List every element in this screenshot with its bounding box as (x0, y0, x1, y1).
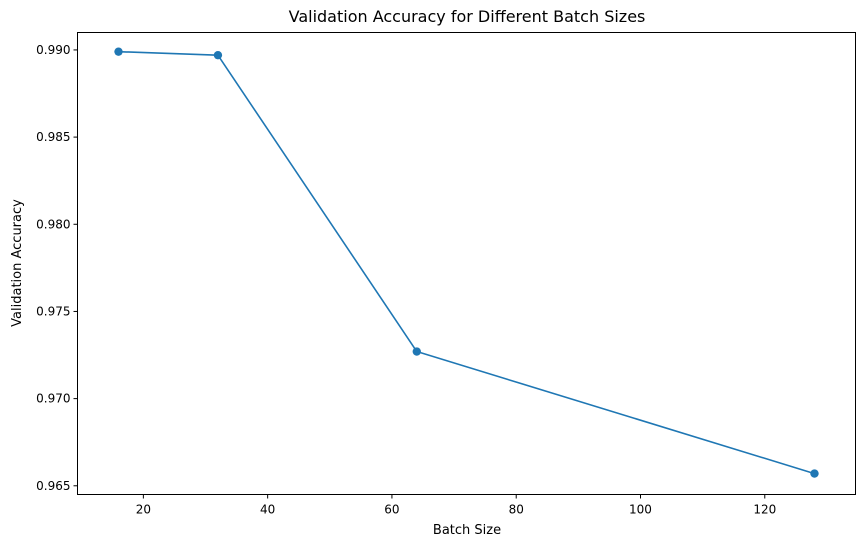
y-tick-label: 0.970 (36, 392, 70, 406)
x-tick-label: 100 (629, 503, 652, 517)
y-tick-label: 0.990 (36, 43, 70, 57)
data-point (114, 47, 123, 56)
data-point (412, 347, 421, 356)
series-line (118, 50, 815, 475)
y-axis-label: Validation Accuracy (10, 199, 25, 327)
data-point (810, 469, 819, 478)
data-point (213, 50, 223, 60)
x-tick-label: 60 (384, 503, 399, 517)
x-tick-label: 20 (136, 503, 151, 517)
chart-title: Validation Accuracy for Different Batch … (289, 7, 646, 26)
y-tick-label: 0.965 (36, 479, 70, 493)
x-tick-label: 40 (260, 503, 275, 517)
plot-frame (77, 32, 856, 495)
y-axis: 0.965 0.970 0.975 0.980 0.985 0.990 (36, 43, 78, 493)
x-tick-label: 120 (753, 503, 776, 517)
y-tick-label: 0.980 (36, 217, 70, 231)
x-axis: 20 40 60 80 100 120 (136, 494, 776, 517)
series-layer (114, 47, 819, 478)
y-tick-label: 0.985 (36, 130, 70, 144)
x-axis-label: Batch Size (433, 523, 501, 538)
y-tick-label: 0.975 (36, 304, 70, 318)
x-tick-label: 80 (509, 503, 524, 517)
